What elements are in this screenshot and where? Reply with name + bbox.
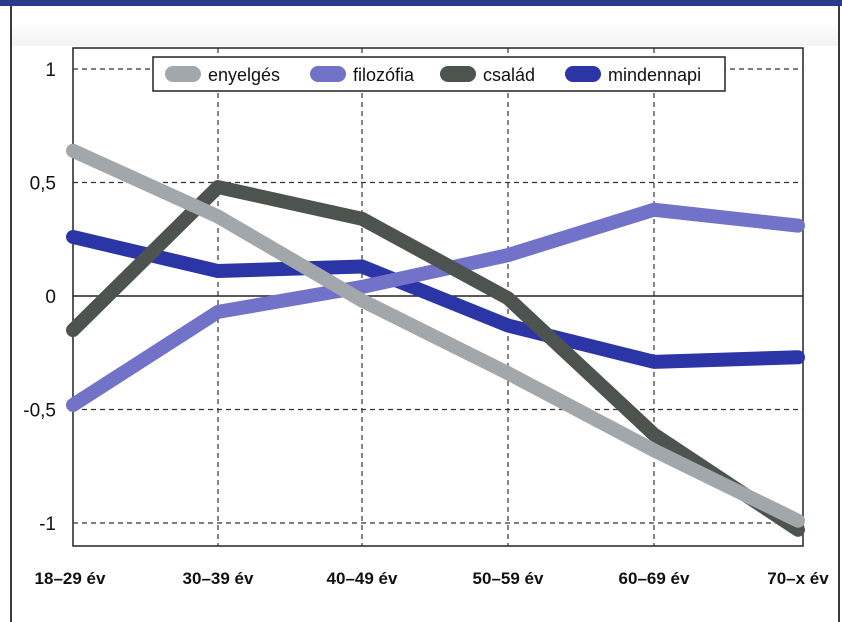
top-color-band: [0, 0, 842, 6]
frame-right-border: [838, 6, 840, 622]
plot-border: [72, 47, 804, 547]
frame-left-border: [10, 6, 12, 622]
series-line-mindennapi: [66, 229, 805, 369]
y-axis-ticks: 1 0,5 0 -0,5 -1: [23, 60, 56, 535]
x-axis-ticks: 18–29 év 30–39 év 40–49 év 50–59 év 60–69 év…: [35, 569, 830, 588]
x-category-label: 30–39 év: [183, 569, 254, 588]
y-tick-label: 1: [45, 60, 56, 81]
x-category-label: 50–59 év: [473, 569, 544, 588]
x-category-label: 18–29 év: [35, 569, 106, 588]
x-category-label: 70–x év: [767, 569, 829, 588]
x-category-label: 40–49 év: [327, 569, 398, 588]
header-fade-band: [12, 22, 838, 46]
y-tick-label: -1: [39, 514, 56, 535]
x-category-label: 60–69 év: [619, 569, 690, 588]
y-tick-label: -0,5: [23, 401, 56, 422]
series-lines: [66, 143, 805, 537]
legend: enyelgés filozófia család mindennapi: [152, 56, 726, 92]
y-tick-label: 0: [45, 287, 56, 308]
legend-box: [152, 56, 726, 92]
y-tick-label: 0,5: [30, 174, 56, 195]
series-line-filozófia: [66, 202, 805, 412]
legend-label-család: család: [483, 65, 535, 85]
legend-label-mindennapi: mindennapi: [608, 65, 701, 85]
legend-label-enyelgés: enyelgés: [208, 65, 280, 85]
legend-label-filozófia: filozófia: [353, 65, 415, 85]
series-line-enyelgés: [66, 143, 805, 528]
